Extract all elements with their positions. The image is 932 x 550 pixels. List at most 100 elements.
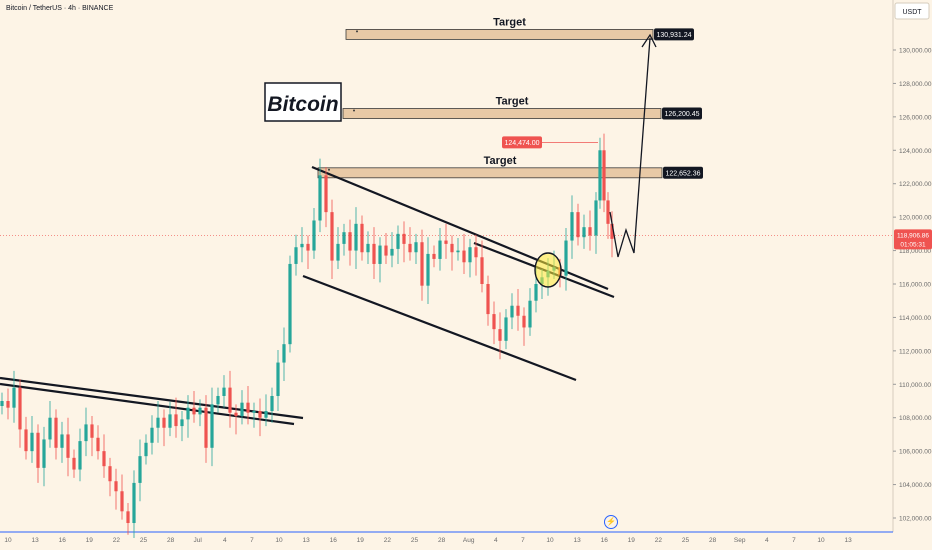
candle-body — [610, 223, 614, 239]
candle-body — [324, 175, 328, 213]
countdown-label: 01:05:31 — [900, 241, 926, 248]
candle-body — [162, 417, 166, 428]
projection-arrowhead — [641, 33, 657, 48]
target-zone — [342, 108, 662, 119]
time-tick-label: 4 — [765, 537, 769, 544]
time-tick-label: 7 — [521, 537, 525, 544]
time-tick-label: 22 — [384, 537, 392, 544]
flash-icon[interactable]: ⚡ — [604, 515, 618, 529]
time-tick-label: 13 — [302, 537, 310, 544]
time-tick-label: 25 — [411, 537, 419, 544]
candle-body — [372, 243, 376, 264]
candle-body — [570, 212, 574, 241]
candle-body — [360, 223, 364, 253]
candle-body — [504, 317, 508, 341]
candle-body — [18, 387, 22, 430]
candle-body — [492, 314, 496, 330]
candle-body — [366, 243, 370, 253]
candle-body — [84, 424, 88, 442]
candle-body — [312, 220, 316, 251]
candle-body — [420, 242, 424, 286]
time-tick-label: 19 — [357, 537, 365, 544]
target-price-label: 122,652.36 — [665, 170, 700, 177]
candle-body — [198, 407, 202, 415]
candle-body — [228, 387, 232, 413]
candle-body — [602, 150, 606, 201]
time-tick-label: 25 — [140, 537, 148, 544]
candle-body — [186, 407, 190, 420]
time-tick-label: 16 — [601, 537, 609, 544]
price-tick-label: 112,000.00 — [899, 348, 931, 355]
time-tick-label: 10 — [275, 537, 283, 544]
time-tick-label: 13 — [573, 537, 581, 544]
target-price-badge — [663, 166, 703, 179]
time-tick-label: 7 — [250, 537, 254, 544]
candle-body — [120, 491, 124, 512]
price-tick-label: 126,000.00 — [899, 114, 932, 121]
candle-body — [432, 253, 436, 259]
price-tick-label: 128,000.00 — [899, 81, 932, 88]
trend-line — [302, 274, 577, 382]
candle-body — [444, 240, 448, 244]
candle-body — [180, 419, 184, 427]
candle-body — [288, 263, 292, 345]
time-tick-label: 22 — [113, 537, 121, 544]
candle-body — [0, 401, 4, 407]
candle-body — [90, 424, 94, 438]
candle-body — [42, 439, 46, 468]
candle-body — [138, 456, 142, 483]
candle-body — [132, 482, 136, 524]
candle-body — [450, 243, 454, 253]
candle-body — [594, 200, 598, 236]
candle-body — [474, 247, 478, 258]
currency-badge — [894, 2, 930, 20]
candle-body — [426, 253, 430, 286]
candle-body — [192, 407, 196, 415]
candle-body — [390, 248, 394, 256]
time-tick-label: 4 — [494, 537, 498, 544]
price-tick-label: 104,000.00 — [899, 482, 932, 489]
candle-body — [12, 387, 16, 408]
candle-body — [456, 250, 460, 253]
candle-body — [24, 429, 28, 452]
time-tick-label: 28 — [167, 537, 175, 544]
candle-body — [144, 442, 148, 457]
candle-body — [342, 232, 346, 244]
time-tick-label: Sep — [734, 537, 746, 544]
candle-body — [174, 414, 178, 427]
time-tick-label: 19 — [86, 537, 94, 544]
time-tick-label: 13 — [31, 537, 39, 544]
price-tick-label: 114,000.00 — [899, 315, 931, 322]
candle-body — [222, 387, 226, 396]
time-tick-label: 28 — [438, 537, 446, 544]
candle-body — [294, 247, 298, 264]
candle-body — [204, 407, 208, 448]
candle-body — [234, 412, 238, 417]
trend-line — [0, 376, 304, 420]
target-price-label: 130,931.24 — [656, 32, 691, 39]
candle-body — [396, 233, 400, 249]
candle-body — [168, 414, 172, 428]
candle-body — [60, 434, 64, 448]
symbol-header: Bitcoin / TetherUS · 4h · BINANCE — [6, 5, 114, 12]
price-tick-label: 116,000.00 — [899, 282, 931, 289]
candle-body — [522, 315, 526, 328]
candle-body — [438, 240, 442, 259]
candle-body — [66, 434, 70, 458]
time-tick-label: 13 — [844, 537, 852, 544]
candle-body — [528, 300, 532, 328]
time-tick-label: 16 — [330, 537, 338, 544]
candle-body — [462, 250, 466, 263]
trend-line — [0, 382, 295, 426]
time-tick-label: 22 — [655, 537, 663, 544]
candle-body — [102, 451, 106, 467]
price-tick-label: 130,000.00 — [899, 48, 932, 55]
candle-body — [72, 457, 76, 470]
high-marker-label: 124,474.00 — [504, 140, 539, 147]
current-price-badge — [894, 229, 932, 250]
candle-body — [348, 232, 352, 251]
candle-body — [582, 227, 586, 238]
price-tick-label: 122,000.00 — [899, 181, 932, 188]
candle-body — [408, 243, 412, 253]
